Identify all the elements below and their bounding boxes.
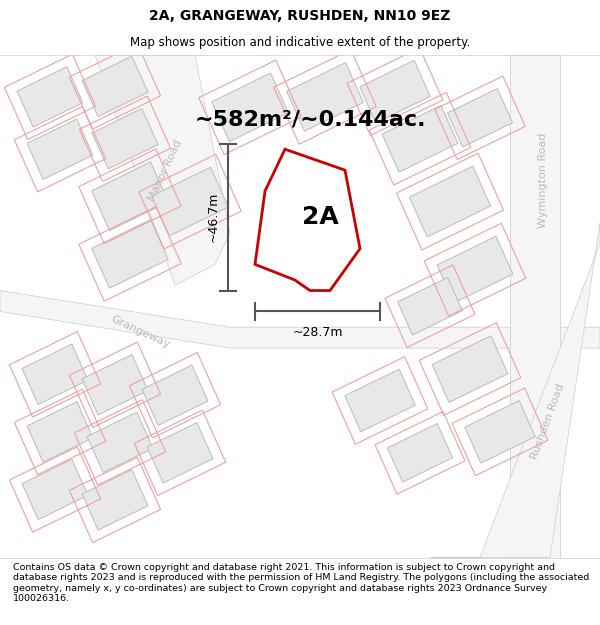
Text: Grangeway: Grangeway [109, 314, 171, 351]
Polygon shape [147, 422, 213, 483]
Polygon shape [510, 55, 560, 558]
Polygon shape [388, 424, 452, 482]
Polygon shape [22, 344, 88, 404]
Text: Wymington Road: Wymington Road [538, 133, 548, 228]
Text: Map shows position and indicative extent of the property.: Map shows position and indicative extent… [130, 36, 470, 49]
Polygon shape [92, 162, 169, 231]
Polygon shape [82, 56, 148, 117]
Polygon shape [27, 402, 93, 462]
Polygon shape [92, 109, 158, 169]
Polygon shape [27, 119, 93, 179]
Polygon shape [152, 168, 229, 236]
Polygon shape [87, 412, 153, 472]
Polygon shape [22, 459, 88, 519]
Text: Manor Road: Manor Road [146, 138, 184, 202]
Polygon shape [82, 354, 148, 415]
Polygon shape [398, 278, 463, 335]
Polygon shape [17, 67, 83, 127]
Polygon shape [142, 365, 208, 426]
Text: ~582m²/~0.144ac.: ~582m²/~0.144ac. [194, 110, 426, 130]
Polygon shape [345, 369, 415, 432]
Polygon shape [448, 89, 512, 147]
Polygon shape [465, 401, 535, 463]
Polygon shape [382, 106, 458, 172]
Text: Rushden Road: Rushden Road [530, 382, 566, 461]
Text: Contains OS data © Crown copyright and database right 2021. This information is : Contains OS data © Crown copyright and d… [13, 563, 589, 603]
Polygon shape [432, 336, 508, 402]
Text: ~28.7m: ~28.7m [292, 326, 343, 339]
Polygon shape [437, 236, 513, 303]
Polygon shape [255, 149, 360, 291]
Polygon shape [287, 62, 364, 131]
Polygon shape [212, 73, 289, 142]
Text: ~46.7m: ~46.7m [206, 192, 220, 242]
Polygon shape [360, 61, 430, 123]
Polygon shape [409, 166, 491, 237]
Polygon shape [92, 219, 169, 288]
Text: 2A: 2A [302, 205, 338, 229]
Polygon shape [82, 470, 148, 530]
Polygon shape [0, 291, 600, 348]
Text: 2A, GRANGEWAY, RUSHDEN, NN10 9EZ: 2A, GRANGEWAY, RUSHDEN, NN10 9EZ [149, 9, 451, 24]
Polygon shape [95, 55, 230, 285]
Polygon shape [430, 222, 600, 558]
